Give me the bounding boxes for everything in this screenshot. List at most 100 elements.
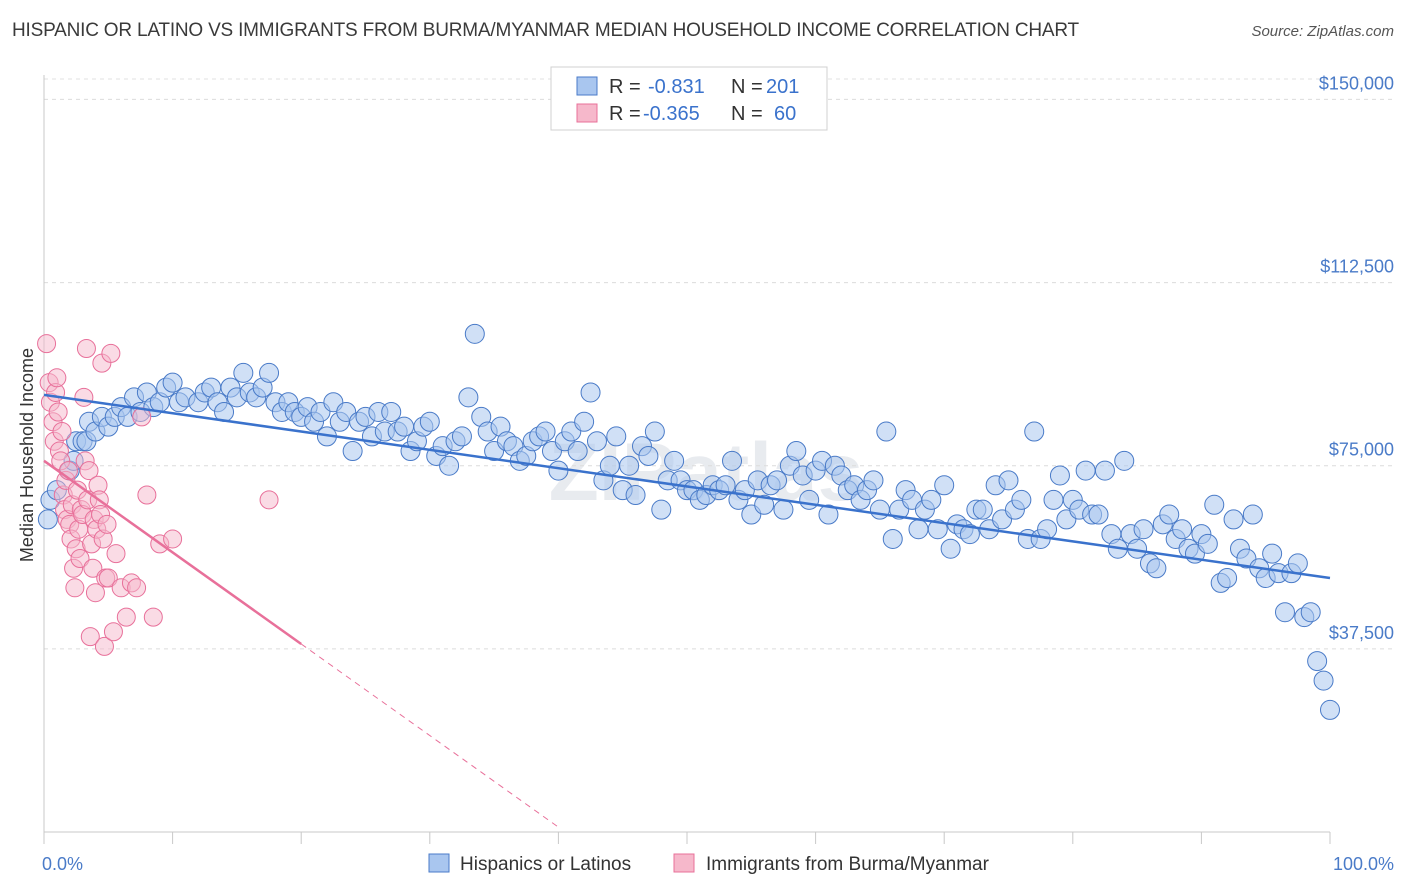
hispanic-point [876, 421, 897, 442]
series-hispanics-points [37, 323, 1340, 720]
hispanic-point [1287, 553, 1308, 574]
chart-title: HISPANIC OR LATINO VS IMMIGRANTS FROM BU… [12, 20, 1079, 41]
hispanic-point [638, 445, 659, 466]
hispanic-point [754, 494, 775, 515]
hispanic-point [1024, 421, 1045, 442]
hispanic-point [863, 470, 884, 491]
y-tick-label: $150,000 [1319, 73, 1394, 93]
hispanic-point [259, 362, 280, 383]
trend-line-burma-extension [300, 643, 559, 828]
hispanic-point [381, 401, 402, 422]
burma-point [98, 568, 118, 588]
hispanic-point [1242, 504, 1263, 525]
burma-point [143, 607, 163, 627]
hispanic-point [972, 499, 993, 520]
burma-point [80, 627, 100, 647]
hispanic-point [619, 455, 640, 476]
hispanic-point [233, 362, 254, 383]
hispanic-point [1307, 651, 1328, 672]
hispanic-point [1114, 450, 1135, 471]
hispanic-point [818, 504, 839, 525]
hispanic-point [394, 416, 415, 437]
burma-point [52, 422, 72, 442]
hispanic-point [1300, 602, 1321, 623]
hispanic-point [1172, 519, 1193, 540]
hispanic-point [1088, 504, 1109, 525]
hispanic-point [599, 455, 620, 476]
hispanic-point [908, 519, 929, 540]
hispanic-point [458, 387, 479, 408]
hispanic-point [1313, 670, 1334, 691]
y-axis-title: Median Household Income [17, 348, 37, 562]
hispanic-point [1075, 460, 1096, 481]
hispanic-point [342, 441, 363, 462]
burma-point [83, 558, 103, 578]
hispanic-point [998, 470, 1019, 491]
hispanic-point [574, 411, 595, 432]
trend-lines [43, 393, 1331, 828]
burma-point [65, 578, 85, 598]
legend-swatch-blue [576, 76, 598, 96]
hispanic-point [959, 524, 980, 545]
legend-n-label-2: N = [731, 103, 763, 125]
burma-point [76, 338, 96, 358]
hispanic-point [1094, 460, 1115, 481]
hispanic-point [651, 499, 672, 520]
hispanic-point [548, 460, 569, 481]
y-tick-label: $112,500 [1320, 257, 1394, 277]
hispanic-point [580, 382, 601, 403]
burma-point [106, 544, 126, 564]
hispanic-point [1262, 543, 1283, 564]
hispanic-point [644, 421, 665, 442]
hispanic-point [1043, 489, 1064, 510]
burma-point [48, 402, 68, 422]
bottom-legend-swatch-pink [673, 853, 695, 873]
burma-point [103, 622, 123, 642]
hispanic-point [451, 426, 472, 447]
hispanic-point [37, 509, 58, 530]
hispanic-point [464, 323, 485, 344]
hispanic-point [1274, 602, 1295, 623]
hispanic-point [439, 455, 460, 476]
hispanic-point [1049, 465, 1070, 486]
burma-point [259, 490, 279, 510]
hispanic-point [162, 372, 183, 393]
correlation-legend: R = -0.831 N = 201 R = -0.365 N = 60 [550, 66, 828, 131]
hispanic-point [1159, 504, 1180, 525]
hispanic-point [1197, 533, 1218, 554]
hispanic-point [715, 475, 736, 496]
x-tick-label-min: 0.0% [42, 854, 83, 874]
burma-point [85, 583, 105, 603]
hispanic-point [940, 538, 961, 559]
burma-point [97, 514, 117, 534]
hispanic-point [664, 450, 685, 471]
hispanic-point [869, 499, 890, 520]
burma-point [101, 343, 121, 363]
hispanic-point [1217, 568, 1238, 589]
hispanic-point [1223, 509, 1244, 530]
legend-r-value-1: -0.831 [648, 76, 705, 98]
hispanic-point [1011, 489, 1032, 510]
burma-point [70, 549, 90, 569]
legend-r-value-2: -0.365 [643, 103, 700, 125]
bottom-legend-swatch-blue [428, 853, 450, 873]
hispanic-point [1204, 494, 1225, 515]
y-tick-labels: $37,500 $75,000 $112,500 $150,000 [1319, 73, 1394, 642]
burma-point [116, 607, 136, 627]
legend-r-label-2: R = [609, 103, 641, 125]
hispanic-point [773, 499, 794, 520]
hispanic-point [586, 431, 607, 452]
hispanic-point [535, 421, 556, 442]
series-legend: Hispanics or Latinos Immigrants from Bur… [428, 853, 990, 875]
hispanic-point [722, 450, 743, 471]
y-tick-label: $37,500 [1329, 623, 1394, 643]
hispanic-point [419, 411, 440, 432]
legend-n-value-2: 60 [774, 103, 796, 125]
hispanic-point [921, 489, 942, 510]
series-burma-points [37, 334, 279, 656]
burma-point [94, 636, 114, 656]
burma-point [163, 529, 183, 549]
trend-line-hispanic [43, 393, 1331, 580]
x-ticks [43, 832, 1331, 844]
